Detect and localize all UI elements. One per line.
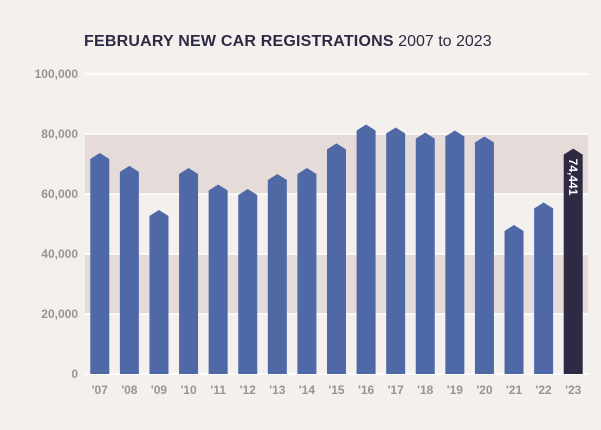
data-label: 74,441 — [566, 159, 580, 196]
x-tick-label: '13 — [269, 383, 286, 397]
bar — [119, 165, 139, 374]
bar — [534, 202, 554, 374]
y-tick-label: 100,000 — [35, 67, 79, 81]
bar — [297, 168, 317, 374]
bar — [474, 136, 494, 374]
chart-title-main: FEBRUARY NEW CAR REGISTRATIONS — [84, 33, 394, 50]
bar — [149, 210, 169, 374]
bar — [445, 130, 465, 374]
x-tick-label: '15 — [328, 383, 345, 397]
x-tick-label: '10 — [180, 383, 197, 397]
bar — [179, 168, 199, 374]
bar — [386, 127, 406, 374]
x-tick-label: '08 — [121, 383, 138, 397]
x-tick-label: '17 — [388, 383, 405, 397]
x-tick-label: '14 — [299, 383, 316, 397]
bar — [208, 184, 228, 374]
bar-highlight — [563, 148, 583, 374]
x-tick-label: '21 — [506, 383, 523, 397]
bar — [415, 132, 435, 374]
chart-title: FEBRUARY NEW CAR REGISTRATIONS 2007 to 2… — [84, 33, 492, 51]
y-tick-label: 80,000 — [41, 127, 78, 141]
x-tick-label: '16 — [358, 383, 375, 397]
y-tick-label: 20,000 — [41, 307, 78, 321]
x-tick-label: '11 — [210, 383, 226, 397]
chart-subtitle: 2007 to 2023 — [398, 33, 492, 50]
bar — [267, 174, 287, 374]
x-tick-label: '22 — [536, 383, 553, 397]
y-tick-label: 60,000 — [41, 187, 78, 201]
x-tick-label: '07 — [92, 383, 109, 397]
bar — [238, 189, 258, 374]
x-tick-label: '09 — [151, 383, 168, 397]
bar — [327, 143, 346, 374]
y-tick-label: 0 — [71, 367, 78, 381]
grid-band — [85, 74, 588, 134]
bar — [90, 153, 110, 374]
y-tick-label: 40,000 — [41, 247, 78, 261]
x-tick-label: '19 — [447, 383, 464, 397]
x-tick-label: '12 — [240, 383, 257, 397]
x-tick-label: '18 — [417, 383, 434, 397]
x-tick-label: '20 — [476, 383, 493, 397]
x-tick-label: '23 — [565, 383, 582, 397]
bar — [504, 225, 524, 374]
bar — [356, 124, 376, 374]
